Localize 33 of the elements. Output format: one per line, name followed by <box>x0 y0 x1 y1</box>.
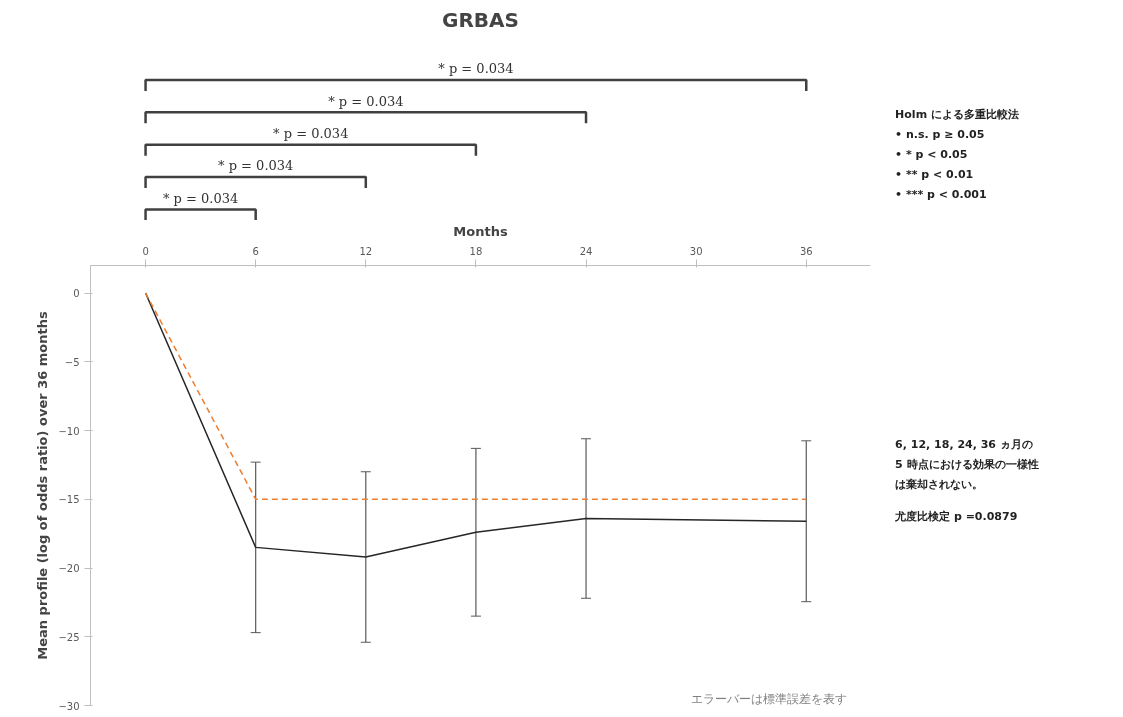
text: * p = 0.034 <box>273 126 349 142</box>
line-series <box>144 292 808 558</box>
text: * p = 0.034 <box>162 190 239 206</box>
text: は棄却されない。 <box>895 478 984 492</box>
text: Holm による多重比較法 <box>895 108 1019 122</box>
text: • * p < 0.05 <box>895 148 968 162</box>
y-tick-label: −10 <box>58 425 80 437</box>
chart-title: GRBAS <box>442 7 519 32</box>
text: 尤度比検定 p =0.0879 <box>894 509 1018 523</box>
y-tick-label: −30 <box>58 700 80 712</box>
y-tick-label: −5 <box>64 356 80 368</box>
x-tick-label: 0 <box>142 245 149 257</box>
x-tick-label: 18 <box>469 245 483 257</box>
y-tick-label: −15 <box>58 494 80 506</box>
text: • *** p < 0.001 <box>895 188 987 202</box>
y-tick-label: 0 <box>73 288 80 299</box>
x-axis-title: Months <box>453 223 508 239</box>
text: • ** p < 0.01 <box>895 168 974 182</box>
x-tick-label: 6 <box>252 245 259 257</box>
x-tick-label: 12 <box>359 245 373 257</box>
text: • n.s. p ≥ 0.05 <box>895 128 985 142</box>
x-tick-label: 24 <box>579 245 593 257</box>
x-tick-label: 30 <box>689 245 703 257</box>
text: 5 時点における効果の一様性 <box>895 457 1039 471</box>
x-tick-label: 36 <box>799 245 813 257</box>
text: * p = 0.034 <box>328 93 404 109</box>
annotation: エラーバーは標準誤差を表す <box>691 691 848 706</box>
y-tick-label: −20 <box>58 563 80 574</box>
y-tick-label: −25 <box>58 631 80 643</box>
text: 6, 12, 18, 24, 36 ヵ月の <box>895 437 1033 451</box>
text: * p = 0.034 <box>438 61 514 77</box>
y-axis-title: Mean profile (log of odds ratio) over 36 months <box>35 311 51 660</box>
text: * p = 0.034 <box>218 158 294 174</box>
